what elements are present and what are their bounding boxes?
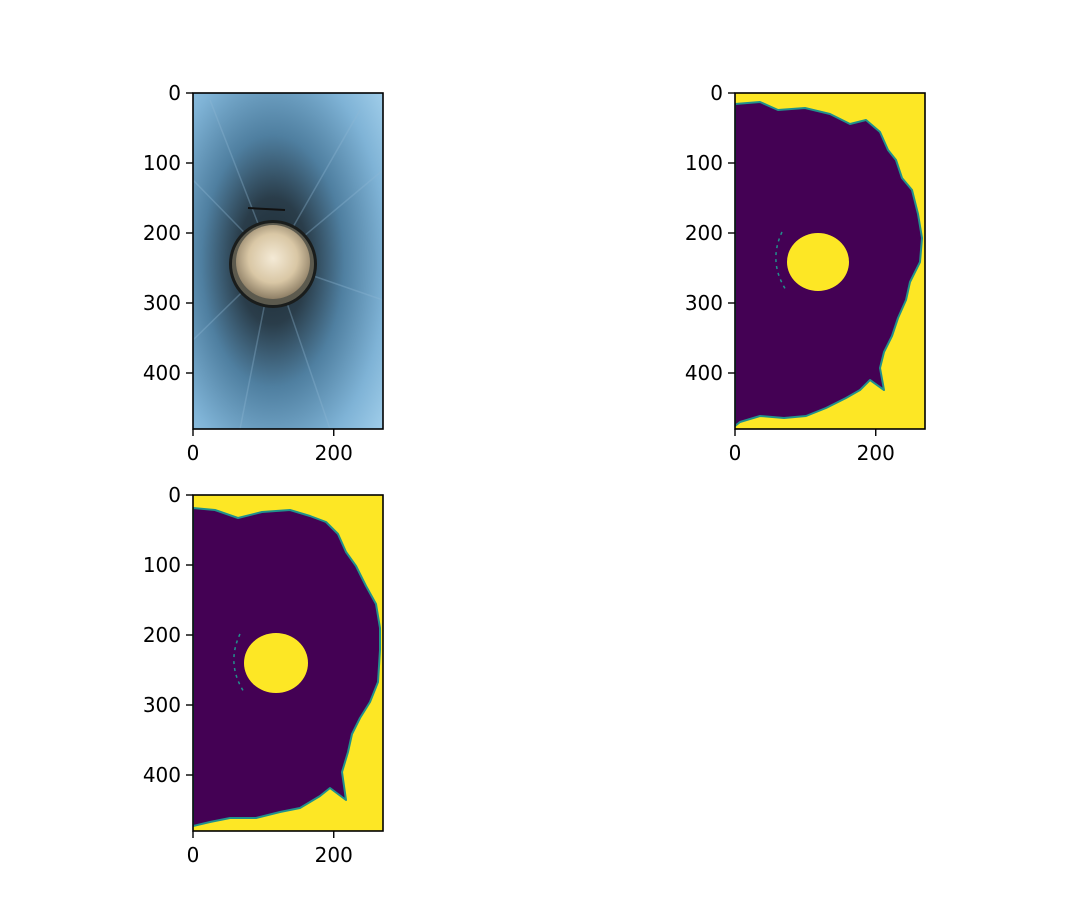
x-tick-label: 0 — [729, 441, 742, 465]
y-tick-label: 200 — [143, 623, 181, 647]
y-tick-label: 100 — [685, 151, 723, 175]
mask-image — [735, 93, 925, 429]
x-tick-label: 200 — [315, 843, 353, 867]
panel-photo: 0 200 0 100 200 300 400 — [143, 81, 384, 465]
y-tick-label: 400 — [143, 763, 181, 787]
y-tick-label: 400 — [143, 361, 181, 385]
axis-ticks: 0 200 0 100 200 300 400 — [143, 483, 353, 867]
mask-image — [193, 495, 383, 831]
x-tick-label: 0 — [187, 441, 200, 465]
y-tick-label: 0 — [168, 483, 181, 507]
y-tick-label: 100 — [143, 151, 181, 175]
panel-mask-1: 0 200 0 100 200 300 400 — [685, 81, 926, 465]
y-tick-label: 300 — [685, 291, 723, 315]
axis-ticks: 0 200 0 100 200 300 400 — [143, 81, 353, 465]
x-tick-label: 0 — [187, 843, 200, 867]
panel-mask-2: 0 200 0 100 200 300 400 — [143, 483, 384, 867]
y-tick-label: 100 — [143, 553, 181, 577]
y-tick-label: 0 — [710, 81, 723, 105]
axes-frame — [192, 494, 384, 832]
y-tick-label: 300 — [143, 693, 181, 717]
y-tick-label: 400 — [685, 361, 723, 385]
y-tick-label: 200 — [685, 221, 723, 245]
x-tick-label: 200 — [857, 441, 895, 465]
y-tick-label: 200 — [143, 221, 181, 245]
photo-image — [193, 93, 383, 429]
axis-ticks: 0 200 0 100 200 300 400 — [685, 81, 895, 465]
y-tick-label: 0 — [168, 81, 181, 105]
y-tick-label: 300 — [143, 291, 181, 315]
axes-frame — [734, 92, 926, 430]
x-tick-label: 200 — [315, 441, 353, 465]
axes-frame — [192, 92, 384, 430]
